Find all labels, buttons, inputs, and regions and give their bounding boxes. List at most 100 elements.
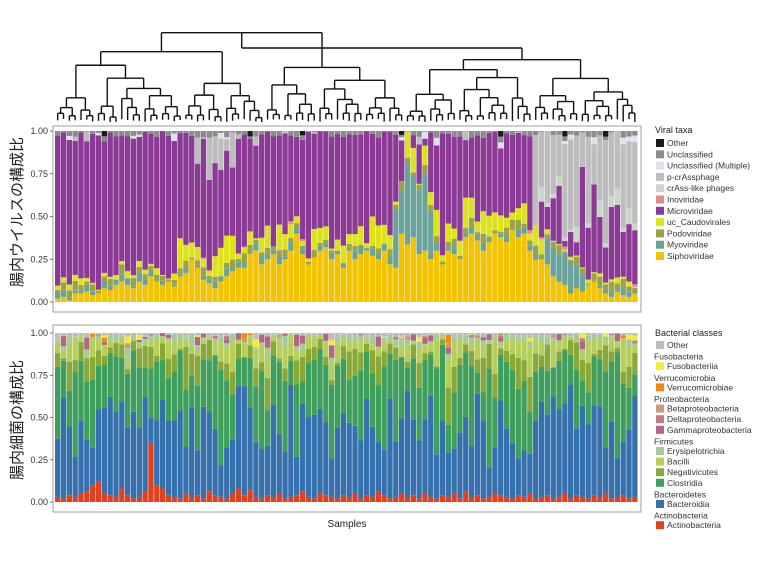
bacterial-bar-segment — [247, 357, 253, 408]
bacterial-bar-segment — [107, 333, 113, 336]
viral-bar-segment — [206, 275, 212, 280]
viral-bar-segment — [346, 250, 352, 302]
viral-bar-segment — [393, 201, 399, 205]
viral-bar-segment — [445, 248, 451, 251]
bacterial-bar-segment — [323, 341, 329, 357]
viral-bar-segment — [229, 271, 236, 302]
bacterial-bar-segment — [124, 343, 131, 349]
bacterial-bar-segment — [480, 358, 486, 393]
viral-bar-segment — [119, 264, 125, 275]
bacterial-bar-segment — [294, 350, 300, 361]
bacterial-bar-segment — [276, 361, 282, 435]
bacterial-bar-segment — [224, 339, 230, 344]
bacterial-bar-segment — [387, 498, 393, 502]
viral-bar-segment — [515, 237, 521, 302]
bacterial-panel-frame — [52, 324, 642, 513]
viral-bar-segment — [515, 208, 521, 220]
viral-bar-segment — [235, 253, 242, 255]
viral-bar-segment — [550, 193, 556, 199]
viral-bar-segment — [101, 141, 107, 273]
bacterial-bar-segment — [363, 336, 370, 339]
bacterial-bar-segment — [329, 345, 335, 358]
viral-bar-segment — [579, 132, 586, 167]
bacterial-bar-segment — [579, 405, 586, 497]
bacterial-bar-segment — [299, 333, 306, 336]
viral-bar-segment — [603, 290, 609, 294]
viral-legend-label: Siphoviridae — [667, 251, 714, 261]
viral-bar-segment — [206, 131, 212, 138]
bacterial-bar-segment — [142, 336, 148, 339]
bacterial-bar-segment — [562, 493, 568, 502]
bacterial-bar-segment — [358, 336, 364, 344]
viral-bar-segment — [568, 229, 574, 232]
bacterial-bar-segment — [463, 344, 469, 353]
viral-bar-segment — [608, 132, 615, 196]
bacterial-bar-segment — [276, 337, 282, 341]
viral-bar-segment — [253, 131, 259, 137]
viral-bar-segment — [241, 262, 247, 268]
viral-bar-segment — [498, 142, 504, 149]
viral-bar-segment — [253, 238, 259, 240]
bacterial-bar-segment — [282, 498, 288, 502]
viral-bar-segment — [212, 131, 218, 137]
viral-bar-segment — [165, 131, 172, 136]
viral-bar-segment — [60, 296, 67, 302]
bacterial-bar-segment — [451, 333, 457, 338]
viral-bar-segment — [288, 131, 294, 136]
viral-bar-segment — [451, 228, 457, 239]
viral-bar-segment — [107, 278, 113, 286]
y-tick-label: 0.00 — [30, 297, 48, 307]
viral-bar-segment — [538, 187, 545, 202]
bacterial-bar-segment — [89, 447, 96, 486]
viral-bar-segment — [288, 250, 294, 302]
viral-bar-segment — [95, 135, 102, 290]
viral-bar-segment — [305, 131, 312, 259]
y-tick-label: 0.00 — [30, 497, 48, 507]
viral-bar-segment — [410, 172, 416, 176]
viral-bar-segment — [200, 137, 207, 139]
viral-bar-segment — [159, 280, 166, 285]
bacterial-bar-segment — [352, 348, 358, 376]
bacterial-bar-segment — [550, 367, 556, 397]
viral-bar-segment — [585, 279, 591, 284]
bacterial-legend: Bacterial classes Other FusobacteriaFusob… — [654, 328, 752, 530]
viral-bar-segment — [55, 292, 61, 299]
bacterial-bar-segment — [410, 495, 416, 502]
bacterial-bar-segment — [253, 347, 259, 350]
viral-bar-segment — [154, 280, 160, 282]
viral-bar-segment — [165, 279, 172, 281]
viral-bar-segment — [603, 282, 609, 285]
bacterial-bar-segment — [329, 333, 335, 340]
bacterial-bar-segment — [229, 371, 236, 395]
bacterial-bar-segment — [363, 338, 370, 344]
bacterial-bar-segment — [521, 496, 527, 502]
bacterial-bar-segment — [130, 498, 137, 502]
bacterial-bar-segment — [189, 376, 195, 408]
viral-bar-segment — [78, 290, 84, 294]
bacterial-bar-segment — [538, 333, 545, 343]
bacterial-bar-segment — [200, 406, 207, 499]
bacterial-bar-segment — [562, 350, 568, 404]
bacterial-bar-segment — [259, 342, 265, 344]
bacterial-bar-segment — [404, 333, 411, 337]
viral-bar-segment — [107, 285, 113, 291]
viral-bar-segment — [597, 131, 603, 136]
viral-bar-segment — [113, 284, 119, 302]
viral-bar-segment — [334, 250, 341, 252]
bacterial-bar-segment — [445, 353, 451, 360]
bacterial-bar-segment — [468, 337, 475, 345]
viral-bar-segment — [591, 280, 597, 282]
bacterial-bar-segment — [224, 336, 230, 340]
bacterial-bar-segment — [352, 375, 358, 426]
viral-bar-segment — [253, 136, 259, 146]
bacterial-bar-segment — [597, 335, 603, 339]
viral-bar-segment — [632, 284, 638, 287]
viral-bar-segment — [206, 270, 212, 276]
bacterial-bar-segment — [66, 427, 73, 496]
bacterial-bar-segment — [550, 333, 556, 335]
bacterial-bar-segment — [468, 344, 475, 351]
bacterial-bar-segment — [620, 339, 626, 373]
y-tick-label: 0.50 — [30, 212, 48, 222]
bacterial-bar-segment — [282, 451, 288, 499]
bacterial-bar-segment — [445, 424, 451, 453]
